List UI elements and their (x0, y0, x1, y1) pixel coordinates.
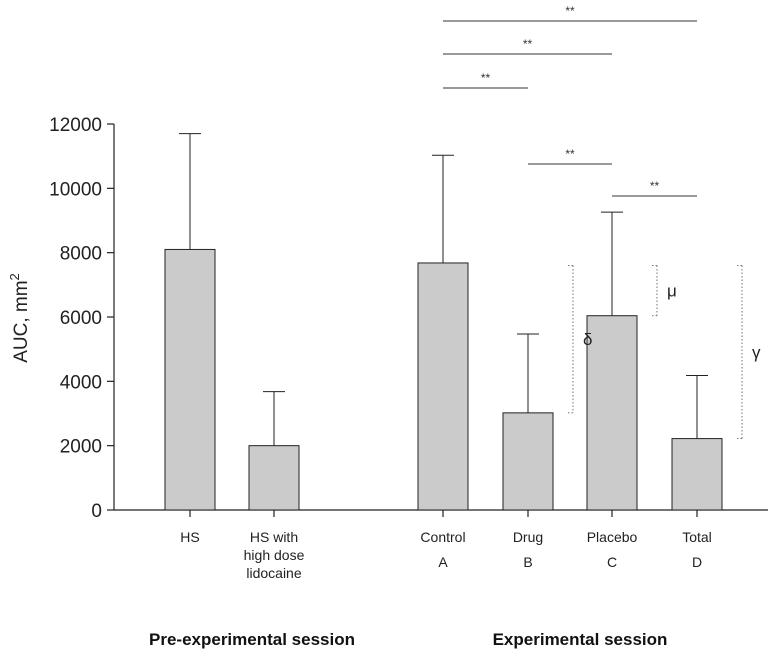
x-category-letter: A (438, 554, 448, 570)
bars (164, 133, 723, 511)
x-category-label: Drug (513, 529, 543, 545)
significance-label: ** (523, 37, 533, 51)
y-tick-label: 0 (91, 501, 102, 522)
x-category-label: Placebo (587, 529, 638, 545)
bar (502, 412, 554, 511)
bar (417, 262, 469, 511)
significance-label: ** (481, 71, 491, 85)
x-category-letter: D (692, 554, 702, 570)
y-tick-label: 10000 (49, 179, 102, 200)
x-category-label: Total (682, 529, 712, 545)
effect-bracket-label: μ (667, 282, 677, 301)
x-category-label: lidocaine (246, 565, 301, 581)
y-tick-label: 4000 (60, 372, 102, 393)
significance-label: ** (565, 147, 575, 161)
effect-bracket-label: δ (583, 330, 592, 349)
x-category-label: Control (420, 529, 465, 545)
x-category-label: high dose (244, 547, 305, 563)
y-axis-title-superscript: 2 (7, 273, 22, 280)
bar (586, 315, 638, 511)
y-tick-label: 12000 (49, 115, 102, 136)
y-tick-label: 6000 (60, 308, 102, 329)
x-category-letter: B (523, 554, 532, 570)
significance-label: ** (565, 4, 575, 18)
bar (164, 248, 216, 511)
bar (671, 438, 723, 511)
x-category-letter: C (607, 554, 617, 570)
y-axis-title: AUC, mm2 (7, 273, 32, 363)
y-tick-label: 2000 (60, 437, 102, 458)
y-tick-label: 8000 (60, 244, 102, 265)
significance-label: ** (650, 179, 660, 193)
x-category-label: HS (180, 529, 199, 545)
x-category-label: HS with (250, 529, 298, 545)
session-label-pre: Pre-experimental session (149, 630, 355, 649)
y-axis-title-text: AUC, mm (11, 280, 32, 362)
annotations: ** ** ** ** ** δ μ γ (443, 4, 761, 440)
axes: 0 2000 4000 6000 8000 10000 12000 HS HS with high… (49, 115, 768, 581)
bar (248, 445, 300, 511)
effect-bracket-label: γ (752, 343, 761, 362)
session-label-experimental: Experimental session (493, 630, 668, 649)
